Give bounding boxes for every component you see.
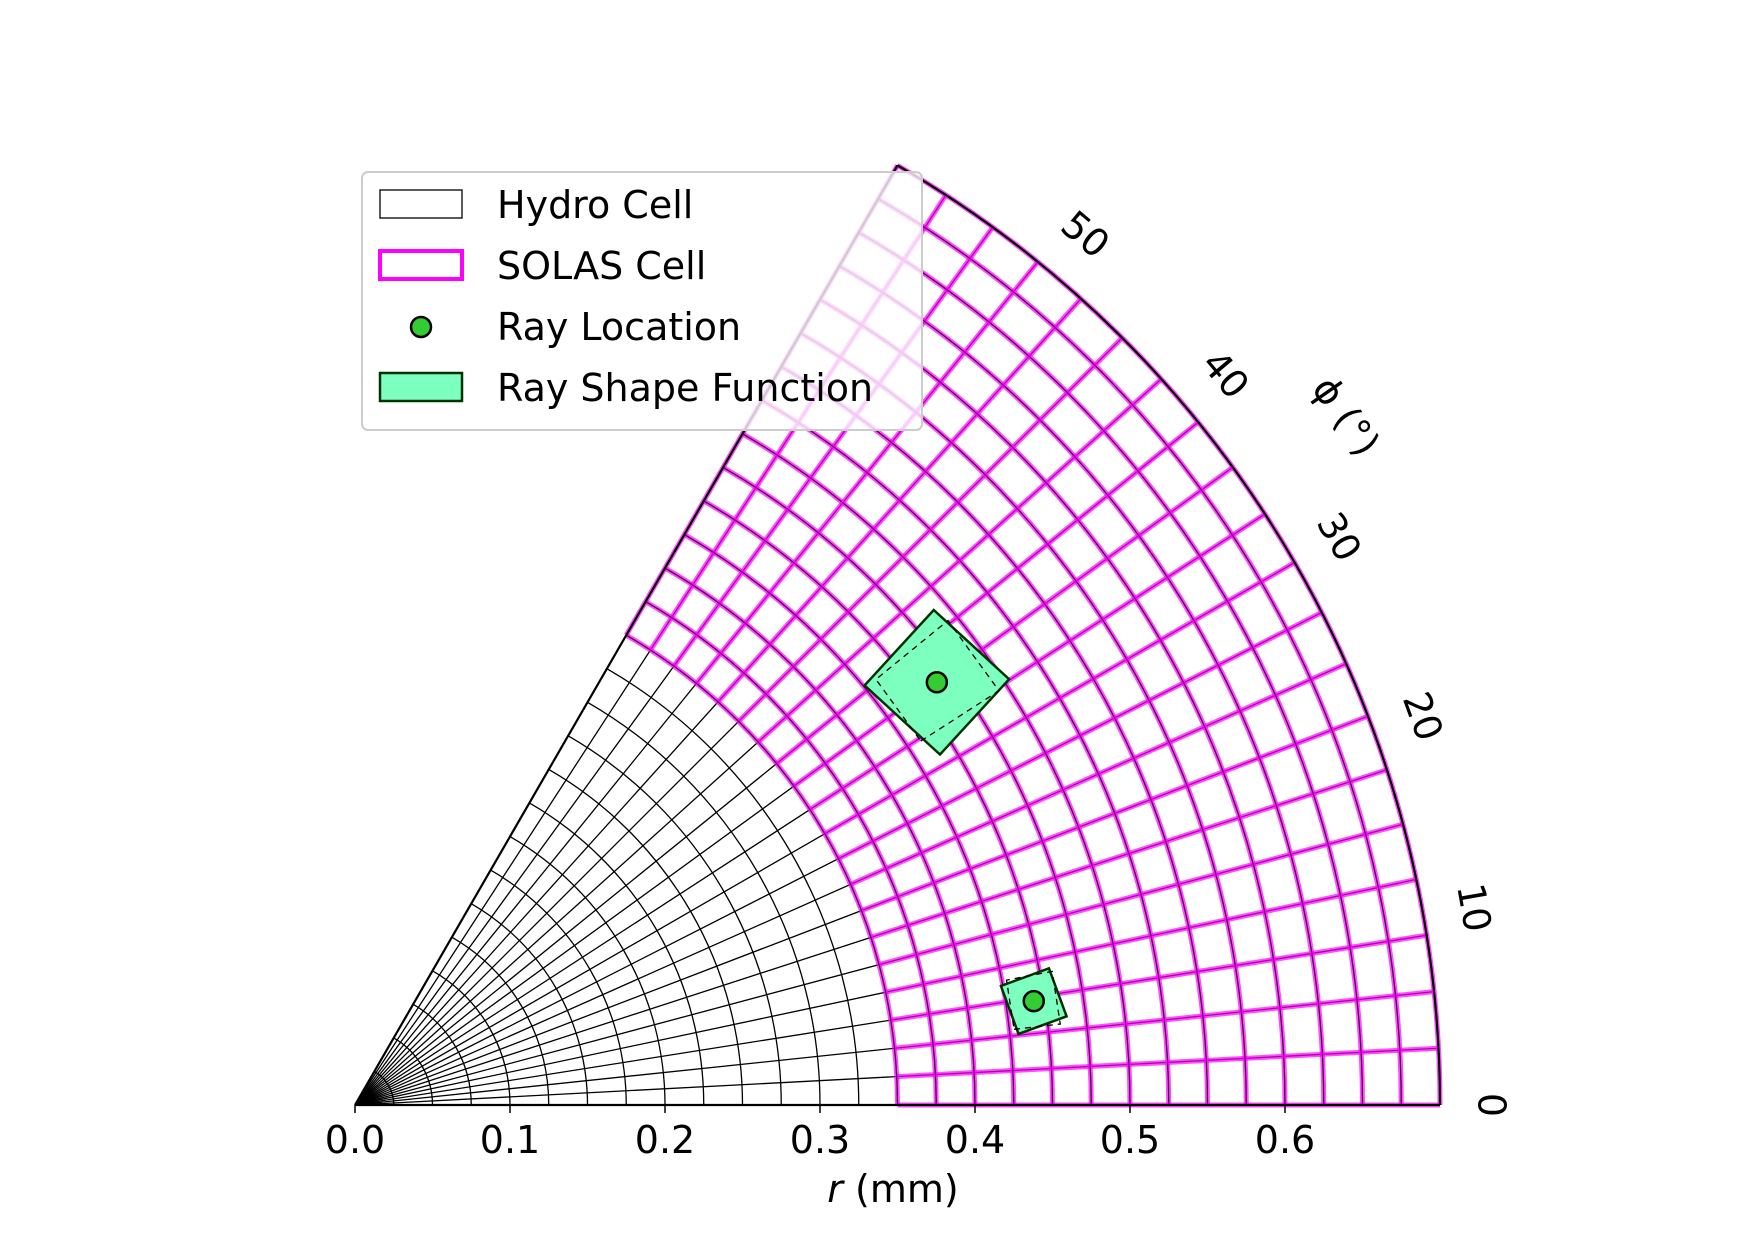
phi-tick-label: 10: [1448, 880, 1500, 935]
legend-label: Hydro Cell: [497, 183, 693, 227]
outer-boundary-arc: [896, 164, 1442, 1106]
legend-frame: [361, 171, 923, 431]
solas-arc-core: [664, 567, 976, 1106]
solas-arc-core: [839, 265, 1325, 1106]
legend-swatch-shape: [378, 371, 464, 403]
solas-arc-core: [761, 399, 1170, 1106]
ray-location-point: [925, 671, 949, 694]
phi-tick-label: 30: [1308, 505, 1370, 569]
solas-arc-core: [819, 299, 1286, 1106]
axes: 0.0 0.1 0.2 0.3 0.4 0.5 0.6 0 10 20 30 40 50 ϕ (°): [325, 164, 1513, 1162]
phi-tick-label: 0: [1469, 1093, 1513, 1117]
legend-label: Ray Location: [497, 305, 741, 349]
r-axis-unit: (mm): [855, 1167, 959, 1211]
solas-arc-core: [742, 433, 1131, 1106]
r-tick-label: 0.6: [1255, 1118, 1315, 1162]
r-tick-label: 0.4: [945, 1118, 1005, 1162]
solas-arc-core: [858, 231, 1364, 1106]
r-tick-label: 0.2: [635, 1118, 695, 1162]
r-tick-label: 0.3: [790, 1118, 850, 1162]
legend-swatch-solas: [378, 249, 464, 281]
legend-label: SOLAS Cell: [497, 244, 706, 288]
legend-swatch-hydro: [379, 189, 463, 219]
r-tick-label: 0.1: [480, 1118, 540, 1162]
legend-swatch-point: [409, 315, 433, 339]
solas-arc-core: [722, 466, 1092, 1106]
phi-tick-label: 50: [1053, 202, 1118, 267]
ray-location-point: [1022, 989, 1045, 1013]
solas-arc-core: [684, 533, 1015, 1106]
r-tick-label: 0.0: [325, 1118, 385, 1162]
ray-layer: [862, 608, 1069, 1036]
ray-shape-outline: [875, 619, 1000, 742]
solas-arc-core: [645, 601, 937, 1106]
legend-label: Ray Shape Function: [497, 366, 873, 410]
legend: Hydro Cell SOLAS Cell Ray Location Ray Shap…: [361, 171, 923, 431]
phi-tick-label: 20: [1394, 686, 1452, 746]
solas-arc-core: [877, 198, 1402, 1106]
solas-arc-core: [625, 634, 899, 1106]
ray-shape-outline: [1005, 970, 1062, 1031]
phi-axis-title: ϕ (°): [1303, 368, 1388, 464]
r-axis-title: r (mm): [827, 1167, 958, 1211]
r-tick-label: 0.5: [1100, 1118, 1160, 1162]
solas-arc-core: [780, 366, 1209, 1106]
r-axis-var: r: [827, 1167, 845, 1211]
phi-tick-label: 40: [1193, 342, 1258, 407]
